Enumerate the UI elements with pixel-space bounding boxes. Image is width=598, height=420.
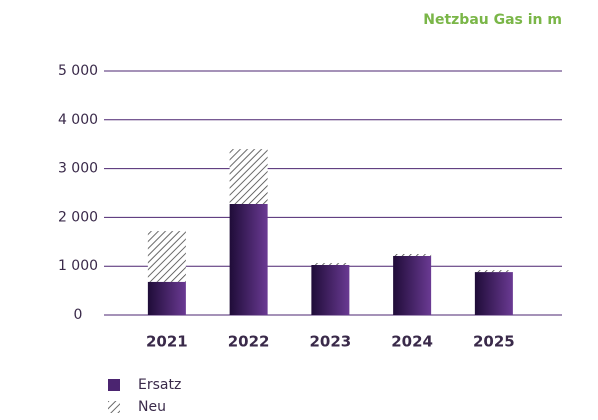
legend-swatch xyxy=(108,401,120,413)
bar-segment xyxy=(311,263,350,265)
y-tick-label: 4 000 xyxy=(58,112,98,128)
y-tick-label: 5 000 xyxy=(58,63,98,79)
chart-title: Netzbau Gas in m xyxy=(423,12,562,28)
y-tick-label: 3 000 xyxy=(58,161,98,177)
x-tick-label: 2021 xyxy=(146,333,188,351)
legend-swatch xyxy=(108,379,120,391)
y-tick-label: 2 000 xyxy=(58,209,98,225)
x-tick-label: 2022 xyxy=(228,333,270,351)
bar-segment xyxy=(393,254,432,256)
y-tick-label: 1 000 xyxy=(58,258,98,274)
bar-segment xyxy=(311,264,350,315)
bar-segment xyxy=(229,203,268,315)
x-tick-label: 2025 xyxy=(473,333,515,351)
x-tick-label: 2024 xyxy=(391,333,433,351)
bar-segment xyxy=(147,281,186,315)
bar-segment xyxy=(393,255,432,315)
y-tick-label: 0 xyxy=(74,307,83,323)
bar-segment xyxy=(147,231,186,282)
bar-segment xyxy=(229,149,268,204)
bar-segment xyxy=(474,270,513,273)
bar-segment xyxy=(474,272,513,315)
legend-label: Neu xyxy=(138,399,166,415)
x-tick-label: 2023 xyxy=(310,333,352,351)
legend-label: Ersatz xyxy=(138,377,181,393)
